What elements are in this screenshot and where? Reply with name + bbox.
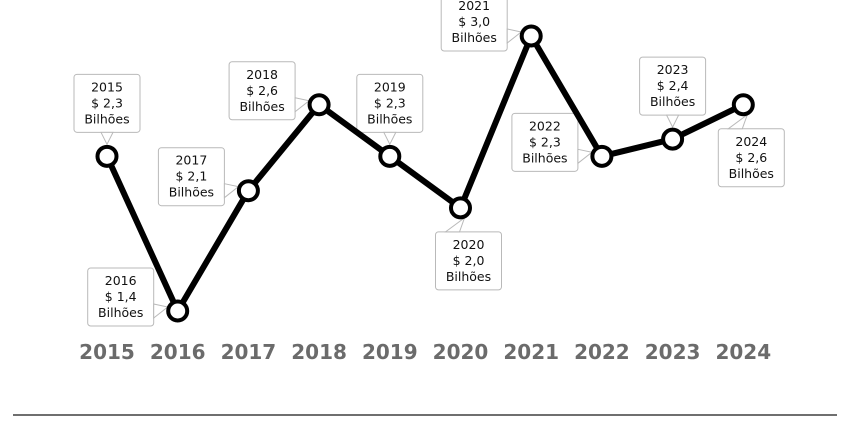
data-label-pointer: [577, 148, 594, 165]
data-label-pointer: [382, 131, 397, 146]
data-label-pointer: [506, 28, 523, 45]
data-label-pointer: [100, 131, 114, 146]
data-label-value: $ 2,0: [453, 253, 485, 268]
data-point-2022: [590, 144, 614, 168]
x-tick-2020: 2020: [433, 340, 489, 364]
x-tick-2015: 2015: [79, 340, 135, 364]
data-label-year: 2015: [91, 79, 123, 94]
data-label-year: 2017: [175, 153, 207, 168]
data-label-year: 2019: [374, 79, 406, 94]
data-point-2017: [236, 179, 260, 203]
data-label-year: 2024: [735, 134, 767, 149]
data-points: [95, 24, 755, 323]
data-label-value: $ 2,3: [91, 95, 123, 110]
data-label-box: [717, 128, 785, 188]
series-line: [104, 33, 747, 314]
x-tick-2019: 2019: [362, 340, 418, 364]
data-label-year: 2016: [105, 273, 137, 288]
data-label-pointer: [443, 216, 466, 233]
data-label-unit: Bilhões: [367, 111, 412, 126]
data-label-unit: Bilhões: [239, 99, 284, 114]
data-label-year: 2018: [246, 67, 278, 82]
data-point-2015: [95, 144, 119, 168]
x-tick-2021: 2021: [503, 340, 559, 364]
data-label-value: $ 2,6: [735, 150, 767, 165]
data-label-unit: Bilhões: [650, 94, 695, 109]
data-label-pointer: [294, 97, 311, 113]
data-label-year: 2022: [529, 118, 561, 133]
data-label-value: $ 3,0: [458, 14, 490, 29]
x-tick-2022: 2022: [574, 340, 630, 364]
data-label-unit: Bilhões: [452, 30, 497, 45]
data-label-unit: Bilhões: [446, 269, 491, 284]
data-label-pointer: [153, 303, 169, 320]
data-label-year: 2023: [657, 62, 689, 77]
data-label-value: $ 2,3: [374, 95, 406, 110]
data-point-2020: [449, 196, 472, 220]
data-point-2024: [731, 93, 755, 117]
data-label-box: [440, 0, 508, 52]
x-tick-2023: 2023: [645, 340, 701, 364]
x-axis: 2015 2016 2017 2018 2019 2020 2021 2022 2023 2024: [79, 340, 771, 364]
data-point-2016: [166, 299, 190, 323]
data-label-value: $ 1,4: [105, 289, 137, 304]
data-label-value: $ 2,1: [175, 169, 207, 184]
data-label-pointer: [726, 113, 749, 130]
data-label-box: [435, 231, 502, 291]
data-label-box: [228, 61, 296, 121]
data-label-pointer: [665, 114, 680, 129]
x-tick-2018: 2018: [291, 340, 347, 364]
data-point-2018: [307, 93, 331, 117]
data-label-box: [511, 112, 579, 172]
data-label-value: $ 2,3: [529, 134, 561, 149]
data-label-year: 2021: [458, 0, 490, 13]
x-tick-2016: 2016: [150, 340, 206, 364]
data-label-value: $ 2,6: [246, 83, 278, 98]
data-point-2019: [378, 144, 402, 168]
data-label-unit: Bilhões: [84, 111, 129, 126]
x-tick-2017: 2017: [221, 340, 277, 364]
series-line-group: [104, 33, 747, 314]
x-tick-2024: 2024: [715, 340, 771, 364]
data-label-unit: Bilhões: [169, 185, 214, 200]
data-label-unit: Bilhões: [729, 166, 774, 181]
data-label-value: $ 2,4: [657, 78, 689, 93]
data-point-2023: [661, 127, 685, 151]
data-point-2021: [519, 24, 543, 48]
data-label-unit: Bilhões: [98, 305, 143, 320]
data-label-pointer: [223, 183, 240, 199]
data-label-unit: Bilhões: [522, 150, 567, 165]
data-label-box: [157, 147, 225, 207]
data-label-year: 2020: [453, 237, 485, 252]
data-label-box: [87, 267, 155, 327]
